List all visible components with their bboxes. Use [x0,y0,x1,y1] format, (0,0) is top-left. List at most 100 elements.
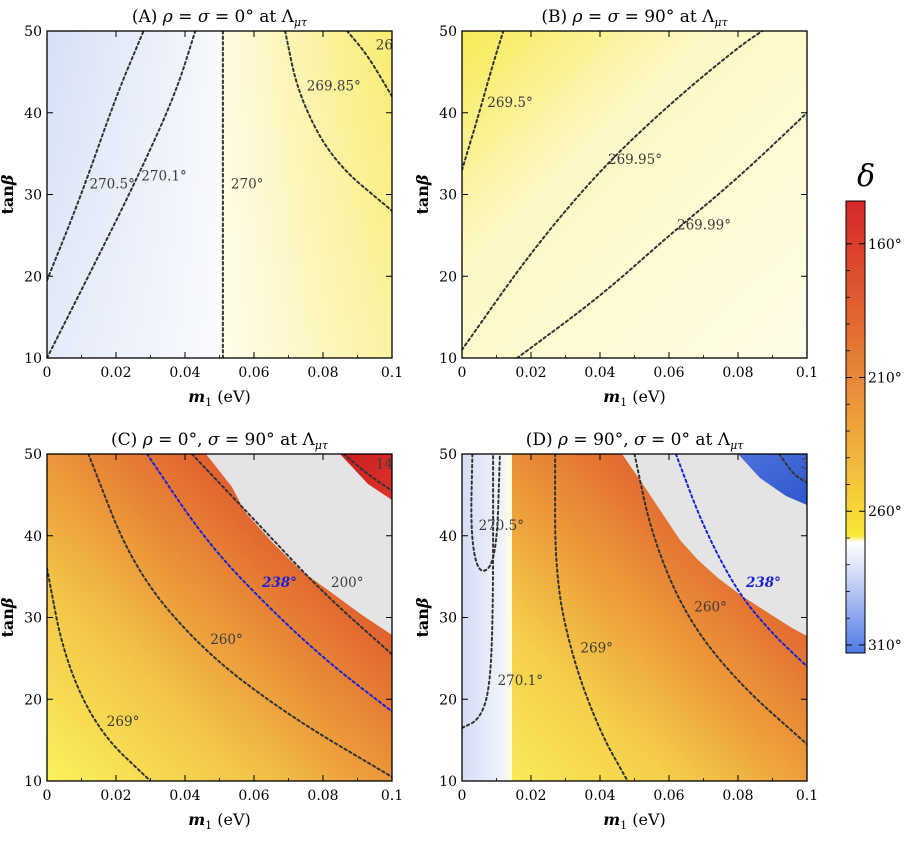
ytick-label-c-2: 30 [24,611,42,627]
xlabel-a: m1 (eV) [188,387,251,409]
excluded-region-d [622,454,807,636]
contour-label-d-3: 269° [580,640,613,656]
ytick-label-a-3: 40 [24,106,42,122]
ytick-label-c-0: 10 [24,774,42,790]
contour-label-a-2: 270.1° [141,168,186,184]
xtick-label-a-5: 0.1 [381,365,403,381]
panel-c: 269° 260° 238° 200° 140° (C) ρ = 0°, σ = 90°… [0,430,409,832]
colorbar: δ 160° 210° 260° 310° [845,159,902,654]
ytick-label-b-0: 10 [439,351,457,367]
xtick-label-b-5: 0.1 [796,365,818,381]
ylabel-a: tanβ [0,174,17,214]
colorbar-gradient [845,200,866,654]
contour-label-c-5: 140° [376,456,409,472]
ylabel-d: tanβ [413,597,432,637]
contour-label-d-5: 238° [745,575,781,591]
contour-c-1 [47,567,152,781]
contour-label-d-6: 310° [801,456,834,472]
ytick-label-c-3: 40 [24,529,42,545]
contour-c-2 [87,454,392,778]
contour-d-5 [674,454,807,668]
ytick-label-c-1: 20 [24,692,42,708]
contour-b-1 [462,31,505,171]
ytick-label-b-4: 50 [439,24,457,40]
heatmap-d-left [462,454,512,781]
xtick-label-d-0: 0 [458,788,467,804]
contour-a-1 [47,31,145,282]
colorbar-symbol: δ [857,159,875,194]
contour-d-4 [633,454,807,746]
title-a: (A) ρ = σ = 0° at Λμτ [132,7,308,29]
xtick-label-d-5: 0.1 [796,788,818,804]
xtick-label-b-1: 0.02 [515,365,546,381]
ytick-label-a-2: 30 [24,188,42,204]
ytick-label-a-0: 10 [24,351,42,367]
xtick-label-a-4: 0.08 [307,365,338,381]
contour-label-d-4: 260° [694,600,727,616]
xlabel-d: m1 (eV) [603,810,666,832]
xtick-label-c-3: 0.06 [238,788,269,804]
title-b: (B) ρ = σ = 90° at Λμτ [541,7,728,29]
xtick-label-a-0: 0 [43,365,52,381]
xtick-label-d-4: 0.08 [722,788,753,804]
corner-region-d [738,454,807,505]
contour-label-b-3: 269.99° [677,217,731,233]
contour-label-d-2: 270.1° [498,673,543,689]
contour-c-4 [190,454,392,656]
contour-label-c-4: 200° [331,575,364,591]
panel-a: 270.5° 270.1° 270° 269.85° 269.5° (A) ρ = σ … [0,7,421,409]
contour-label-a-1: 270.5° [90,177,135,193]
xtick-label-b-2: 0.04 [584,365,615,381]
contour-a-5 [346,31,392,98]
contour-d-2 [462,454,495,729]
contour-label-a-4: 269.85° [307,78,361,94]
ytick-label-b-1: 20 [439,269,457,285]
xtick-label-c-1: 0.02 [100,788,131,804]
contour-label-b-2: 269.95° [608,152,662,168]
contour-label-c-3: 238° [261,575,297,591]
contour-label-b-1: 269.5° [487,95,532,111]
title-c: (C) ρ = 0°, σ = 90° at Λμτ [111,430,329,452]
corner-region-c [340,454,392,500]
contour-d-6 [778,454,807,484]
title-d: (D) ρ = 90°, σ = 0° at Λμτ [526,430,745,452]
xlabel-c: m1 (eV) [188,810,251,832]
contour-c-3 [146,454,392,713]
panel-d: 270.5° 270.1° 269° 260° 238° 310° (D) ρ = 90°… [413,430,834,832]
colorbar-tick-label-0: 160° [868,237,902,253]
xtick-label-a-1: 0.02 [100,365,131,381]
ytick-label-a-4: 50 [24,24,42,40]
contour-label-c-2: 260° [210,632,243,648]
xtick-label-b-4: 0.08 [722,365,753,381]
ytick-label-b-3: 40 [439,106,457,122]
xtick-label-b-0: 0 [458,365,467,381]
colorbar-tick-label-3: 310° [868,638,902,654]
contour-label-a-5: 269.5° [376,38,421,54]
contour-label-c-1: 269° [107,714,140,730]
contour-a-2 [47,31,197,358]
colorbar-tick-label-2: 260° [868,504,902,520]
contour-a-4 [284,31,392,212]
ytick-label-b-2: 30 [439,188,457,204]
contour-label-d-1: 270.5° [479,518,524,534]
ytick-label-d-0: 10 [439,774,457,790]
panel-b: 269.5° 269.95° 269.99° (B) ρ = σ = 90° at … [413,7,818,409]
xtick-label-a-2: 0.04 [169,365,200,381]
ylabel-b: tanβ [413,174,432,214]
xtick-label-c-0: 0 [43,788,52,804]
xtick-label-c-2: 0.04 [169,788,200,804]
xlabel-b: m1 (eV) [603,387,666,409]
excluded-region-c [206,454,392,635]
contour-b-3 [516,111,807,358]
ytick-label-d-1: 20 [439,692,457,708]
contour-d-3 [554,454,629,781]
ytick-label-d-3: 40 [439,529,457,545]
ytick-label-c-4: 50 [24,447,42,463]
ytick-label-a-1: 20 [24,269,42,285]
contour-b-2 [462,31,764,351]
contour-label-a-3: 270° [231,177,264,193]
xtick-label-d-2: 0.04 [584,788,615,804]
ytick-label-d-4: 50 [439,447,457,463]
contour-c-5 [342,454,392,492]
